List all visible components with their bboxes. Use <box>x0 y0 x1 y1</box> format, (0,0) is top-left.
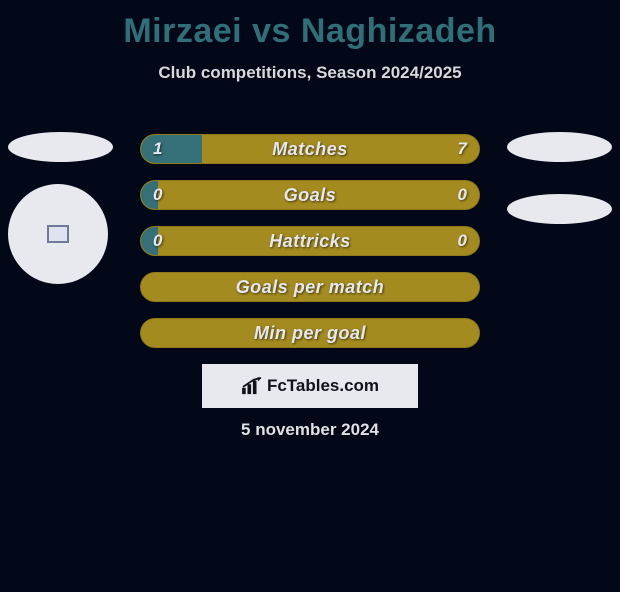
stat-bar-label: Hattricks <box>141 227 479 255</box>
stat-bars: 1Matches70Goals00Hattricks0Goals per mat… <box>140 134 480 364</box>
page-subtitle: Club competitions, Season 2024/2025 <box>0 63 620 83</box>
stat-bar-value-right: 0 <box>458 227 467 255</box>
stat-bar: 1Matches7 <box>140 134 480 164</box>
stat-bar-label: Goals <box>141 181 479 209</box>
chart-icon <box>241 377 263 395</box>
stat-bar: Goals per match <box>140 272 480 302</box>
stat-bar-value-right: 7 <box>458 135 467 163</box>
page-title: Mirzaei vs Naghizadeh <box>0 12 620 51</box>
stat-bar-label: Matches <box>141 135 479 163</box>
player-right-avatars <box>507 132 612 256</box>
stat-bar-label: Goals per match <box>141 273 479 301</box>
date-text: 5 november 2024 <box>0 420 620 440</box>
stat-bar-value-right: 0 <box>458 181 467 209</box>
stat-bar: 0Hattricks0 <box>140 226 480 256</box>
player-right-badge-2 <box>507 194 612 224</box>
player-left-avatars <box>8 132 113 284</box>
stat-bar-label: Min per goal <box>141 319 479 347</box>
player-left-photo-placeholder <box>8 184 108 284</box>
logo-text: FcTables.com <box>267 376 379 396</box>
logo-box: FcTables.com <box>202 364 418 408</box>
stat-bar: 0Goals0 <box>140 180 480 210</box>
player-left-badge <box>8 132 113 162</box>
player-right-badge <box>507 132 612 162</box>
stat-bar: Min per goal <box>140 318 480 348</box>
